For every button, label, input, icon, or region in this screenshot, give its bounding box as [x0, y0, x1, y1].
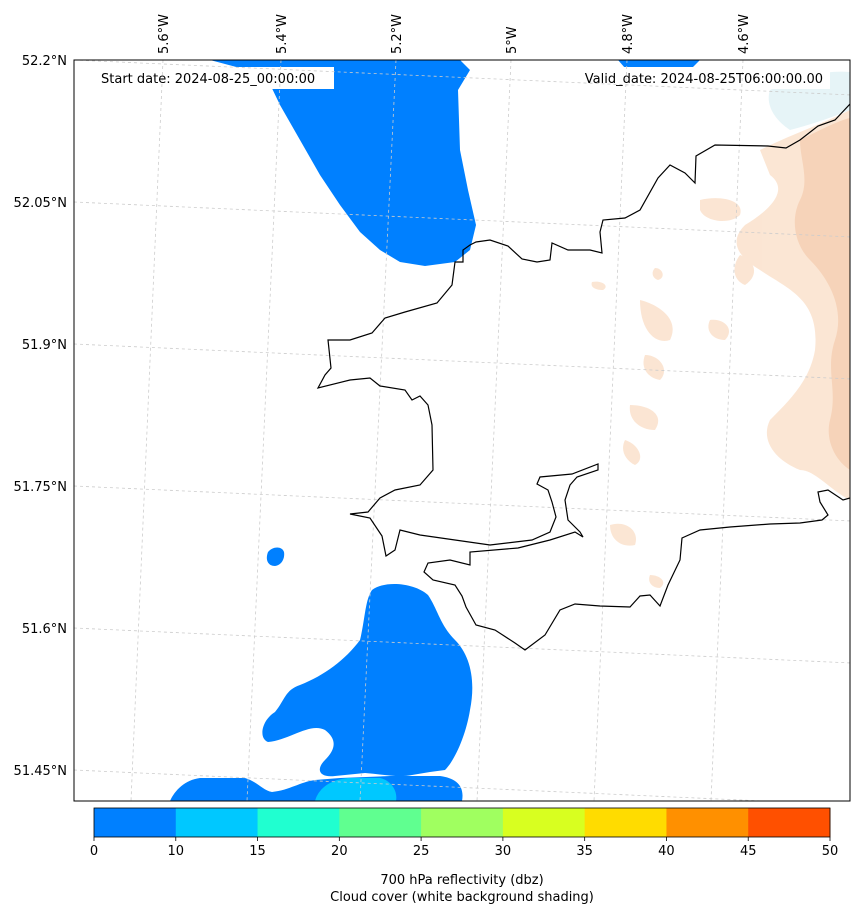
map-panel	[74, 60, 850, 801]
latitude-labels: 52.2°N 52.05°N 51.9°N 51.75°N 51.6°N 51.45°N	[14, 54, 67, 779]
start-date-label: Start date: 2024-08-25_00:00:00	[101, 72, 315, 87]
meridian-line	[476, 60, 512, 801]
colorbar-cell	[421, 808, 504, 837]
coastline	[316, 103, 850, 651]
colorbar-ticks: 0 10 15 20 25 30 35 40 45 50	[90, 837, 838, 859]
latitude-tick-label: 51.45°N	[14, 764, 67, 779]
colorbar-tick-label: 40	[658, 844, 675, 859]
longitude-tick-label: 5.4°W	[275, 14, 290, 54]
colorbar-tick-label: 0	[90, 844, 98, 859]
longitude-labels: 5.6°W 5.4°W 5.2°W 5°W 4.8°W 4.6°W	[157, 14, 752, 54]
latitude-tick-label: 51.9°N	[22, 338, 67, 353]
colorbar-cell	[584, 808, 667, 837]
colorbar-cell	[502, 808, 586, 837]
colorbar-cell	[175, 808, 259, 837]
colorbar: 0 10 15 20 25 30 35 40 45 50 700 hPa reflectivity…	[90, 807, 838, 905]
colorbar-tick-label: 35	[576, 844, 593, 859]
colorbar-label-line2: Cloud cover (white background shading)	[330, 890, 594, 905]
meridian-line	[246, 60, 282, 801]
colorbar-tick-label: 15	[249, 844, 266, 859]
colorbar-cell	[748, 808, 831, 837]
colorbar-tick-label: 50	[822, 844, 839, 859]
latitude-tick-label: 51.75°N	[14, 480, 67, 495]
meridian-line	[130, 60, 164, 801]
latitude-tick-label: 52.2°N	[22, 54, 67, 69]
echo-south	[262, 583, 473, 777]
colorbar-label-line1: 700 hPa reflectivity (dbz)	[380, 873, 543, 888]
map-frame	[73, 59, 851, 802]
colorbar-tick-label: 20	[331, 844, 348, 859]
longitude-tick-label: 4.8°W	[621, 14, 636, 54]
gridlines	[74, 60, 850, 801]
longitude-tick-label: 5.6°W	[157, 14, 172, 54]
reflectivity-contours	[170, 60, 700, 801]
terrain-shading-dark	[794, 118, 850, 470]
colorbar-tick-label: 30	[495, 844, 512, 859]
meridian-line	[359, 60, 397, 801]
start-label-box	[94, 67, 334, 89]
meridian-line	[593, 60, 628, 801]
colorbar-cells	[94, 808, 831, 837]
colorbar-cell	[257, 808, 340, 837]
latitude-tick-label: 51.6°N	[22, 622, 67, 637]
colorbar-frame	[93, 807, 831, 838]
colorbar-cell	[339, 808, 422, 837]
colorbar-cell	[94, 808, 177, 837]
longitude-tick-label: 4.6°W	[737, 14, 752, 54]
meridian-line	[710, 60, 744, 801]
colorbar-tick-label: 10	[168, 844, 185, 859]
longitude-tick-label: 5.2°W	[390, 14, 405, 54]
valid-label-box	[562, 67, 830, 89]
colorbar-tick-label: 45	[740, 844, 757, 859]
colorbar-cell	[666, 808, 749, 837]
colorbar-tick-label: 25	[413, 844, 430, 859]
echo-small-cell	[266, 547, 285, 566]
echo-north	[210, 60, 476, 266]
longitude-tick-label: 5°W	[505, 26, 520, 54]
latitude-tick-label: 52.05°N	[14, 196, 67, 211]
valid-date-label: Valid_date: 2024-08-25T06:00:00.00	[585, 72, 823, 87]
